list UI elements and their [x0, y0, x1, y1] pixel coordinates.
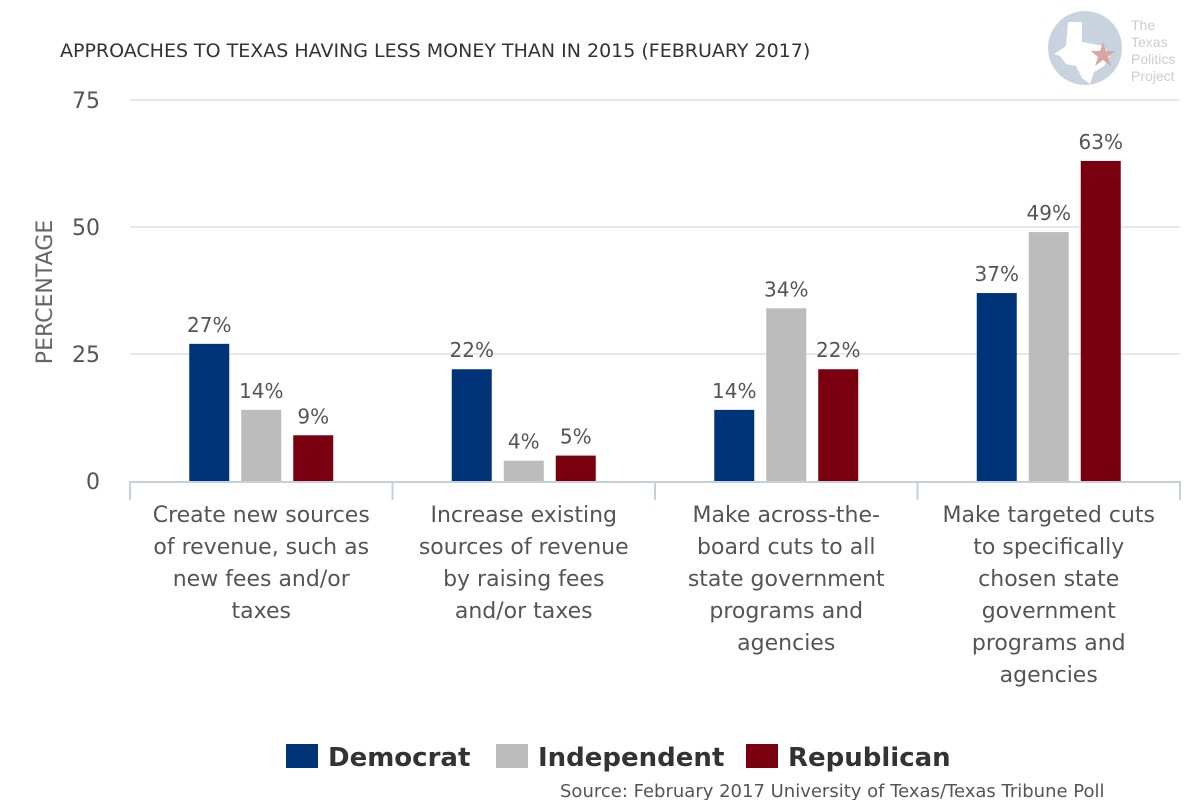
category-label: sources of revenue: [419, 535, 629, 560]
category-label: to specifically: [973, 535, 1124, 560]
bar: [503, 460, 544, 481]
y-tick-label: 50: [72, 216, 100, 241]
bar: [714, 409, 755, 481]
y-axis-label: PERCENTAGE: [33, 220, 58, 364]
bar: [1080, 160, 1121, 481]
category-label: new fees and/or: [173, 567, 351, 592]
category-label: by raising fees: [443, 567, 604, 592]
bar: [766, 308, 807, 481]
y-tick-label: 0: [86, 470, 100, 495]
category-label: taxes: [232, 599, 291, 624]
y-tick-label: 75: [72, 89, 100, 114]
category-label: of revenue, such as: [153, 535, 369, 560]
data-labels: 27% 14% 9% 22% 4% 5% 14% 34% 22% 37% 49% 63%: [187, 130, 1123, 454]
category-label: Create new sources: [153, 503, 370, 528]
bar: [241, 409, 282, 481]
data-label: 14%: [239, 379, 283, 403]
category-label: agencies: [1000, 663, 1098, 688]
bar: [555, 455, 596, 481]
gridlines: [130, 99, 1180, 355]
bar: [189, 343, 230, 481]
star-icon: [1091, 42, 1115, 66]
category-label: chosen state: [978, 567, 1119, 592]
x-axis: [129, 481, 1181, 500]
bar: [1028, 232, 1069, 481]
category-label: government: [982, 599, 1116, 624]
category-label: board cuts to all: [697, 535, 875, 560]
legend-swatch: [746, 744, 778, 768]
bar: [451, 369, 492, 481]
category-label: Increase existing: [431, 503, 617, 528]
logo: The Texas Politics Project: [1048, 11, 1175, 85]
category-labels: Create new sources of revenue, such as new…: [153, 503, 1155, 688]
y-tick-label: 25: [72, 343, 100, 368]
category-label: state government: [688, 567, 885, 592]
legend-label: Independent: [538, 743, 724, 773]
y-ticks: 0 25 50 75: [72, 89, 100, 495]
bar: [976, 293, 1017, 481]
legend-label: Republican: [788, 743, 951, 773]
legend-label: Democrat: [328, 743, 470, 773]
logo-line: Politics: [1131, 51, 1175, 67]
legend: Democrat Independent Republican: [286, 743, 951, 773]
logo-line: The: [1131, 17, 1155, 33]
source-note: Source: February 2017 University of Texa…: [560, 781, 1105, 800]
data-label: 22%: [816, 338, 860, 362]
category-label: programs and: [972, 631, 1126, 656]
data-label: 34%: [764, 277, 808, 301]
category-label: agencies: [737, 631, 835, 656]
data-label: 27%: [187, 313, 231, 337]
data-label: 9%: [297, 404, 329, 428]
data-label: 63%: [1079, 130, 1123, 154]
data-label: 37%: [975, 262, 1019, 286]
legend-swatch: [286, 744, 318, 768]
legend-swatch: [496, 744, 528, 768]
bar: [293, 435, 334, 481]
category-label: programs and: [709, 599, 863, 624]
data-label: 5%: [560, 425, 592, 449]
category-label: and/or taxes: [455, 599, 593, 624]
texas-shape-icon: [1054, 22, 1110, 84]
category-label: Make targeted cuts: [943, 503, 1155, 528]
data-label: 4%: [508, 430, 540, 454]
logo-line: Texas: [1131, 34, 1168, 50]
data-label: 22%: [450, 338, 494, 362]
bars: [189, 160, 1121, 481]
category-label: Make across-the-: [693, 503, 880, 528]
data-label: 14%: [712, 379, 756, 403]
chart-title: APPROACHES TO TEXAS HAVING LESS MONEY TH…: [60, 40, 810, 62]
bar: [818, 369, 859, 481]
logo-line: Project: [1131, 68, 1175, 84]
data-label: 49%: [1027, 201, 1071, 225]
